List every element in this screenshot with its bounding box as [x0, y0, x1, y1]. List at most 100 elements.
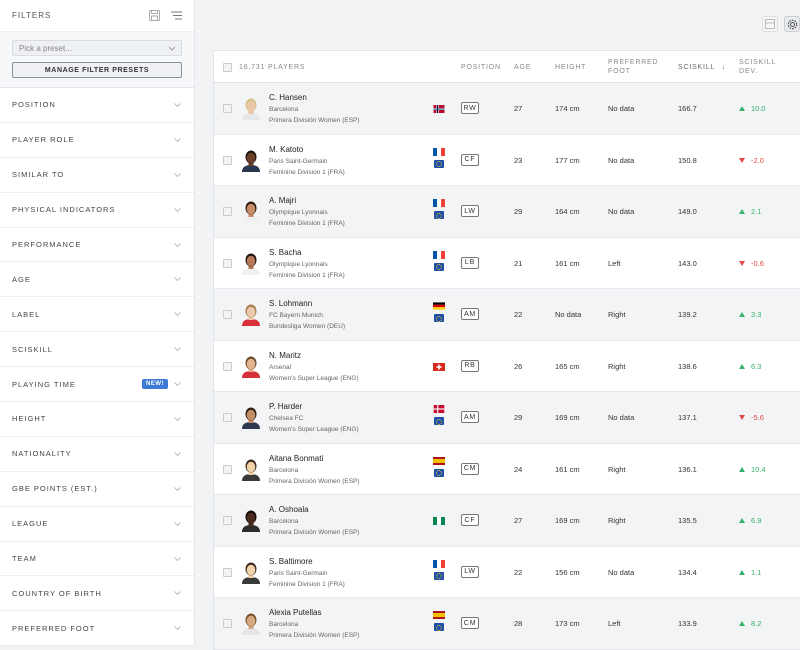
- player-name[interactable]: P. Harder: [269, 402, 303, 411]
- filter-list-icon[interactable]: [170, 10, 182, 22]
- table-row[interactable]: Aitana Bonmati Barcelona Primera División …: [214, 444, 800, 495]
- filter-item[interactable]: COUNTRY OF BIRTH: [0, 576, 194, 612]
- filter-label: LABEL: [12, 309, 41, 319]
- table-row[interactable]: Alexia Putellas Barcelona Primera División…: [214, 598, 800, 650]
- sciskill-dev-header-line2: DEV.: [739, 68, 758, 75]
- manage-filter-presets-button[interactable]: MANAGE FILTER PRESETS: [12, 62, 182, 78]
- decrease-arrow-icon: [739, 260, 745, 266]
- sciskill-dev-cell: 1.1: [739, 568, 761, 577]
- filter-item[interactable]: PHYSICAL INDICATORS: [0, 193, 194, 228]
- filter-item[interactable]: PLAYER ROLE: [0, 123, 194, 158]
- filter-item[interactable]: PREFERRED FOOT: [0, 611, 194, 647]
- row-checkbox[interactable]: [223, 258, 232, 268]
- table-row[interactable]: A. Majri Olympique Lyonnais Feminine Divis…: [214, 186, 800, 238]
- row-checkbox[interactable]: [223, 155, 232, 165]
- height-cell: 169 cm: [555, 516, 580, 525]
- row-checkbox[interactable]: [223, 104, 232, 113]
- preferred-foot-header[interactable]: PREFERRED FOOT: [608, 58, 658, 76]
- position-header[interactable]: POSITION: [461, 64, 501, 71]
- player-league: Feminine Division 1 (FRA): [269, 271, 345, 279]
- player-name[interactable]: Aitana Bonmati: [269, 453, 324, 463]
- height-cell: 164 cm: [555, 207, 580, 216]
- select-all-checkbox[interactable]: [223, 63, 232, 72]
- player-avatar: [240, 508, 262, 532]
- height-cell: 169 cm: [555, 413, 580, 422]
- sciskill-dev-value: 2.1: [751, 207, 762, 216]
- player-name[interactable]: Alexia Putellas: [269, 608, 322, 617]
- player-name[interactable]: C. Hansen: [269, 93, 307, 102]
- row-checkbox[interactable]: [223, 361, 232, 371]
- preferred-foot-cell: Left: [608, 258, 621, 268]
- preferred-foot-cell: Right: [608, 310, 626, 319]
- chevron-down-icon: [172, 344, 182, 354]
- eu-flag-icon: [434, 314, 444, 322]
- player-avatar: [240, 354, 262, 378]
- row-checkbox[interactable]: [223, 619, 232, 628]
- filter-item[interactable]: POSITION: [0, 88, 194, 123]
- filter-label: PLAYING TIME: [12, 379, 76, 389]
- table-row[interactable]: S. Baltimore Paris Saint-Germain Feminine …: [214, 547, 800, 598]
- sciskill-cell: 138.6: [678, 361, 697, 371]
- filter-item[interactable]: GBE POINTS (EST.): [0, 472, 194, 507]
- filter-label: GBE POINTS (EST.): [12, 484, 98, 494]
- save-icon[interactable]: [148, 10, 160, 22]
- row-checkbox[interactable]: [223, 413, 232, 422]
- eu-flag-icon: [434, 571, 444, 580]
- settings-gear-icon[interactable]: [784, 16, 800, 32]
- filter-item[interactable]: HEIGHT: [0, 402, 194, 437]
- player-name[interactable]: A. Majri: [269, 196, 297, 205]
- layout-toggle-icon[interactable]: [762, 16, 778, 32]
- sciskill-dev-header[interactable]: SCISKILL DEV.: [739, 58, 776, 76]
- table-row[interactable]: S. Bacha Olympique Lyonnais Feminine Divis…: [214, 238, 800, 289]
- player-avatar: [240, 405, 262, 429]
- position-badge: RW: [461, 102, 479, 114]
- table-row[interactable]: N. Maritz Arsenal Women's Super League (EN…: [214, 341, 800, 392]
- chevron-down-icon: [172, 240, 182, 250]
- table-row[interactable]: P. Harder Chelsea FC Women's Super League …: [214, 392, 800, 444]
- filter-label: TEAM: [12, 554, 37, 564]
- chevron-down-icon: [172, 100, 182, 110]
- position-badge: LB: [461, 256, 479, 269]
- row-checkbox[interactable]: [223, 310, 232, 319]
- player-name[interactable]: M. Katoto: [269, 144, 304, 154]
- filter-item[interactable]: PLAYING TIME NEW!: [0, 367, 194, 403]
- table-row[interactable]: M. Katoto Paris Saint-Germain Feminine Div…: [214, 135, 800, 186]
- age-cell: 27: [514, 516, 523, 525]
- filter-item[interactable]: AGE: [0, 262, 194, 298]
- row-checkbox[interactable]: [223, 464, 232, 474]
- age-header[interactable]: AGE: [514, 64, 532, 71]
- table-row[interactable]: A. Oshoala Barcelona Primera División Wome…: [214, 495, 800, 547]
- filter-item[interactable]: SIMILAR TO: [0, 158, 194, 193]
- eu-flag-icon: [434, 623, 444, 631]
- chevron-down-icon: [172, 135, 182, 145]
- height-header[interactable]: HEIGHT: [555, 64, 587, 71]
- player-name[interactable]: A. Oshoala: [269, 505, 309, 514]
- eu-flag-icon: [434, 211, 444, 219]
- sciskill-header[interactable]: SCISKILL ↓: [678, 63, 726, 72]
- eu-flag-icon: [434, 468, 444, 477]
- player-name[interactable]: S. Baltimore: [269, 556, 313, 566]
- filter-item[interactable]: SCISKILL: [0, 332, 194, 368]
- player-club: FC Bayern Munich: [269, 312, 323, 319]
- preset-select[interactable]: Pick a preset...: [12, 40, 182, 56]
- player-name[interactable]: N. Maritz: [269, 350, 301, 360]
- row-checkbox[interactable]: [223, 567, 232, 577]
- filter-item[interactable]: LABEL: [0, 297, 194, 333]
- filter-label: PHYSICAL INDICATORS: [12, 205, 116, 215]
- position-badge: AM: [461, 411, 479, 423]
- nationality-flag-icon: [433, 405, 445, 413]
- player-name[interactable]: S. Lohmann: [269, 299, 313, 308]
- filter-item[interactable]: NATIONALITY: [0, 437, 194, 472]
- table-row[interactable]: C. Hansen Barcelona Primera División Women…: [214, 83, 800, 135]
- player-name[interactable]: S. Bacha: [269, 247, 302, 257]
- filter-item[interactable]: TEAM: [0, 542, 194, 577]
- row-checkbox[interactable]: [223, 207, 232, 216]
- nationality-flag-icon: [433, 250, 445, 259]
- sciskill-dev-value: 10.0: [751, 104, 766, 113]
- filter-item[interactable]: PERFORMANCE: [0, 228, 194, 263]
- table-row[interactable]: S. Lohmann FC Bayern Munich Bundesliga Wom…: [214, 289, 800, 341]
- height-cell: 174 cm: [555, 104, 580, 113]
- filter-item[interactable]: LEAGUE: [0, 507, 194, 542]
- sciskill-cell: 166.7: [678, 104, 697, 113]
- row-checkbox[interactable]: [223, 516, 232, 525]
